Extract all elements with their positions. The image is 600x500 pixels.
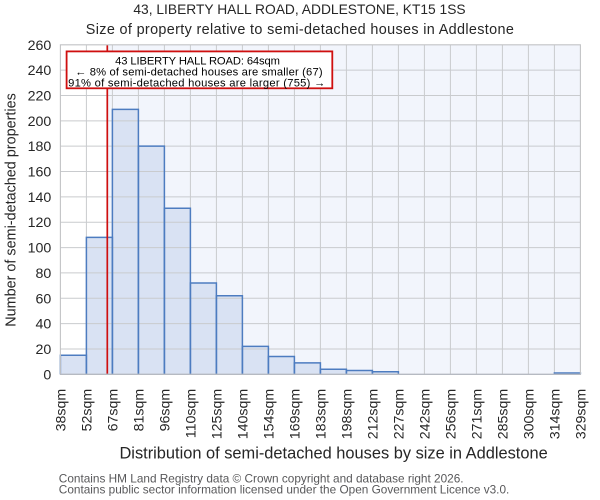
- svg-text:91% of semi-detached houses ar: 91% of semi-detached houses are larger (…: [68, 78, 325, 90]
- svg-text:Number of semi-detached proper: Number of semi-detached properties: [4, 93, 20, 327]
- svg-text:227sqm: 227sqm: [391, 389, 407, 439]
- svg-text:43, LIBERTY HALL ROAD, ADDLEST: 43, LIBERTY HALL ROAD, ADDLESTONE, KT15 …: [133, 2, 465, 17]
- svg-text:242sqm: 242sqm: [417, 389, 433, 439]
- svg-text:220: 220: [28, 89, 52, 105]
- svg-text:169sqm: 169sqm: [287, 389, 303, 439]
- svg-text:180: 180: [28, 139, 52, 155]
- svg-text:38sqm: 38sqm: [53, 389, 69, 432]
- svg-text:183sqm: 183sqm: [313, 389, 329, 439]
- svg-text:120: 120: [28, 215, 52, 231]
- svg-text:96sqm: 96sqm: [157, 389, 173, 432]
- svg-text:285sqm: 285sqm: [495, 389, 511, 439]
- svg-text:67sqm: 67sqm: [105, 389, 121, 432]
- svg-text:200: 200: [28, 114, 52, 130]
- svg-text:154sqm: 154sqm: [261, 389, 277, 439]
- svg-text:43 LIBERTY HALL ROAD: 64sqm: 43 LIBERTY HALL ROAD: 64sqm: [115, 55, 280, 67]
- svg-text:260: 260: [28, 38, 52, 54]
- svg-text:240: 240: [28, 63, 52, 79]
- svg-text:314sqm: 314sqm: [547, 389, 563, 439]
- svg-text:60: 60: [36, 291, 52, 307]
- svg-text:198sqm: 198sqm: [339, 389, 355, 439]
- svg-text:52sqm: 52sqm: [79, 389, 95, 432]
- svg-text:Distribution of semi-detached: Distribution of semi-detached houses by …: [119, 445, 547, 463]
- svg-text:329sqm: 329sqm: [573, 389, 589, 439]
- svg-text:212sqm: 212sqm: [365, 389, 381, 439]
- svg-text:140: 140: [28, 190, 52, 206]
- svg-text:271sqm: 271sqm: [469, 389, 485, 439]
- svg-text:160: 160: [28, 165, 52, 181]
- svg-text:20: 20: [36, 342, 52, 358]
- svg-text:100: 100: [28, 241, 52, 257]
- svg-text:140sqm: 140sqm: [235, 389, 251, 439]
- svg-text:81sqm: 81sqm: [131, 389, 147, 432]
- svg-text:40: 40: [36, 317, 52, 333]
- svg-text:Size of property relative to s: Size of property relative to semi-detach…: [86, 22, 514, 38]
- svg-text:80: 80: [36, 266, 52, 282]
- svg-text:Contains public sector informa: Contains public sector information licen…: [59, 483, 510, 497]
- svg-text:110sqm: 110sqm: [183, 389, 199, 438]
- svg-text:Contains HM Land Registry data: Contains HM Land Registry data © Crown c…: [59, 471, 464, 485]
- svg-text:← 8% of semi-detached houses a: ← 8% of semi-detached houses are smaller…: [75, 67, 323, 79]
- svg-text:256sqm: 256sqm: [443, 389, 459, 439]
- svg-text:300sqm: 300sqm: [521, 389, 537, 439]
- svg-text:0: 0: [43, 367, 51, 383]
- svg-text:125sqm: 125sqm: [209, 389, 225, 439]
